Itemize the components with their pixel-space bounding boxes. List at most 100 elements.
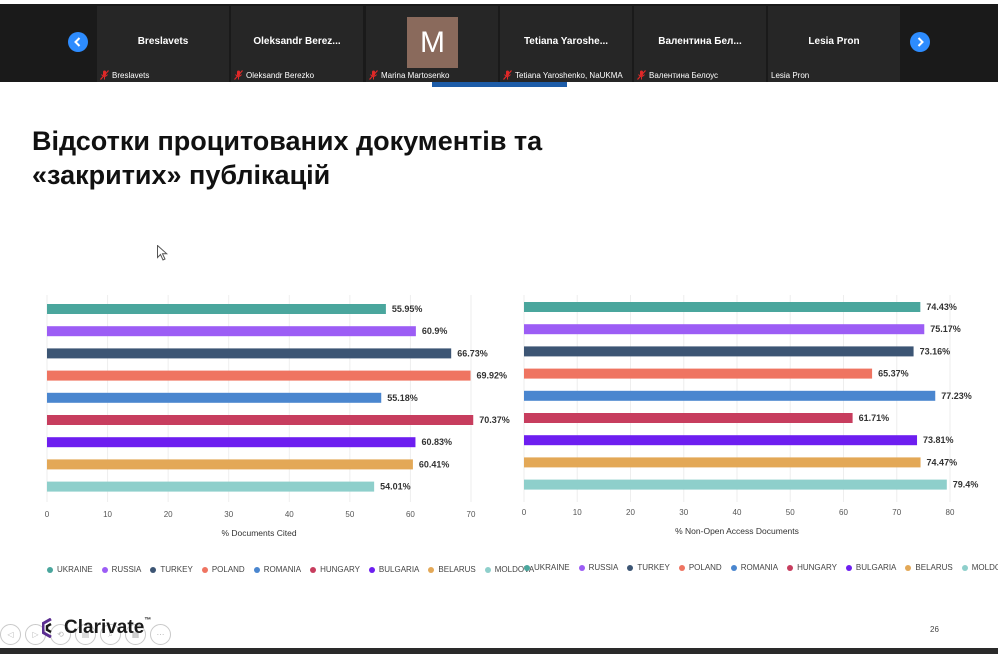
participant-label: Валентина Белоус (637, 70, 718, 80)
x-tick-label: 60 (839, 508, 848, 517)
active-speaker-indicator (432, 82, 567, 87)
slide-control-button[interactable]: ⋯ (150, 624, 171, 645)
participant-label: Marina Martosenko (369, 70, 449, 80)
participant-tile[interactable]: Lesia Pron Lesia Pron (768, 6, 900, 82)
slide-control-button[interactable]: ⟲ (50, 624, 71, 645)
next-page-button[interactable] (910, 32, 930, 52)
x-axis-title: % Non-Open Access Documents (675, 526, 799, 536)
bar-value-label: 75.17% (930, 324, 961, 334)
legend-dot (524, 564, 530, 571)
participant-tile[interactable]: Валентина Бел... Валентина Белоус (634, 6, 766, 82)
bar-value-label: 73.81% (923, 435, 954, 445)
slide-control-button[interactable]: ▷ (25, 624, 46, 645)
bar-value-label: 60.41% (419, 459, 450, 469)
legend-label: HUNGARY (320, 565, 360, 574)
participant-name: Lesia Pron (808, 36, 860, 47)
clarivate-logo: Clarivate™ (42, 617, 151, 639)
participant-label-text: Валентина Белоус (649, 70, 719, 80)
legend-dot (678, 564, 685, 571)
participant-label-text: Tetiana Yaroshenko, NaUKMA (515, 70, 623, 80)
legend-label: ROMANIA (740, 563, 779, 572)
prev-page-button[interactable] (68, 32, 88, 52)
legend-item: UKRAINE (47, 565, 93, 574)
slide-title-line-1: Відсотки процитованих документів та (32, 126, 543, 156)
x-tick-label: 0 (45, 510, 50, 519)
participant-name: Валентина Бел... (658, 36, 742, 47)
legend-dot (47, 566, 53, 573)
participant-name: Breslavets (137, 36, 189, 47)
x-tick-label: 50 (345, 510, 354, 519)
x-tick-label: 60 (406, 510, 415, 519)
legend-label: MOLDOVA (494, 565, 535, 574)
slide-control-button[interactable]: ▦ (125, 624, 146, 645)
legend-label: TURKEY (637, 563, 670, 572)
legend-dot (845, 564, 852, 571)
bar-value-label: 65.37% (878, 369, 909, 379)
x-tick-label: 30 (679, 508, 688, 517)
bar-value-label: 74.43% (926, 302, 957, 312)
bar (524, 346, 914, 357)
legend-item: MOLDOVA (484, 565, 535, 574)
legend-label: HUNGARY (797, 563, 837, 572)
bar (524, 413, 853, 423)
legend-dot (578, 564, 585, 571)
legend-item: BELARUS (428, 565, 476, 574)
bar (524, 302, 921, 312)
legend-label: RUSSIA (111, 565, 142, 574)
legend-dot (961, 564, 968, 571)
slide-control-button[interactable]: ◁ (0, 624, 21, 645)
legend-dot (627, 564, 634, 571)
chevron-left-icon (74, 37, 81, 47)
slide-title: Відсотки процитованих документів та «зак… (32, 124, 632, 192)
bar-value-label: 79.4% (953, 480, 979, 490)
bar-value-label: 54.01% (380, 482, 411, 492)
bar (524, 479, 947, 490)
x-tick-label: 20 (164, 510, 173, 519)
bar (524, 390, 936, 401)
participant-label: Oleksandr Berezko (234, 70, 314, 80)
bar-value-label: 69.92% (477, 371, 508, 381)
bar-value-label: 73.16% (920, 346, 951, 356)
bar (47, 348, 452, 359)
x-tick-label: 10 (573, 508, 582, 517)
bar (47, 459, 413, 470)
x-tick-label: 50 (786, 508, 795, 517)
legend-label: BULGARIA (378, 565, 420, 574)
participant-label: Lesia Pron (771, 71, 809, 80)
participant-tile[interactable]: Tetiana Yaroshe... Tetiana Yaroshenko, Na… (500, 6, 632, 82)
chevron-right-icon (917, 37, 924, 47)
bar (47, 326, 416, 337)
bar (47, 304, 386, 314)
participant-tile[interactable]: Oleksandr Berez... Oleksandr Berezko (231, 6, 363, 82)
legend-dot (368, 566, 375, 573)
participant-label: Tetiana Yaroshenko, NaUKMA (503, 70, 623, 80)
legend-item: MOLDOVA (961, 563, 998, 572)
x-tick-label: 80 (946, 508, 955, 517)
mouse-cursor-icon (157, 245, 168, 261)
legend-item: UKRAINE (524, 563, 570, 572)
participant-tile[interactable]: M Marina Martosenko (366, 6, 498, 82)
bar-value-label: 60.9% (422, 326, 448, 336)
slide-control-button[interactable]: ⌕ (100, 624, 121, 645)
participant-tile[interactable]: Breslavets Breslavets (97, 6, 229, 82)
legend-dot (150, 566, 157, 573)
x-tick-label: 70 (892, 508, 901, 517)
legend-label: POLAND (211, 565, 245, 574)
legend-dot (905, 564, 912, 571)
logo-trademark: ™ (144, 617, 152, 624)
slide-control-button[interactable]: ▤ (75, 624, 96, 645)
legend-label: UKRAINE (534, 563, 570, 572)
legend-item: BULGARIA (845, 563, 897, 572)
legend-label: BULGARIA (855, 563, 897, 572)
legend-dot (730, 564, 737, 571)
participant-label-text: Lesia Pron (771, 71, 810, 80)
legend-label: RUSSIA (588, 563, 619, 572)
legend-dot (253, 566, 260, 573)
participant-name: Oleksandr Berez... (253, 36, 341, 47)
bar-value-label: 55.95% (392, 304, 423, 314)
x-tick-label: 40 (285, 510, 294, 519)
legend-item: RUSSIA (101, 565, 142, 574)
legend-item: RUSSIA (578, 563, 619, 572)
bar-value-label: 60.83% (421, 437, 452, 447)
muted-mic-icon (100, 70, 109, 80)
